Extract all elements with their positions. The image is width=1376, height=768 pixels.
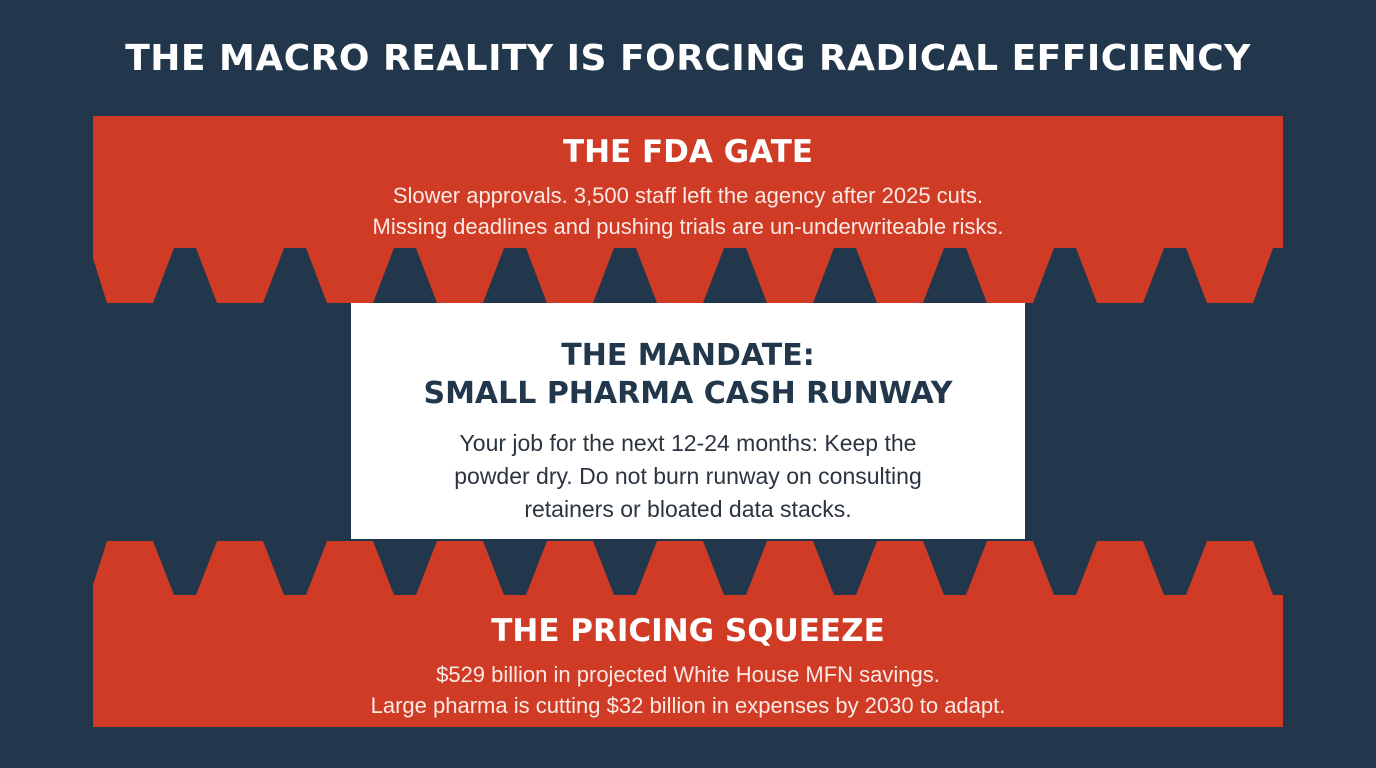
- bottom-band: THE PRICING SQUEEZE $529 billion in proj…: [93, 613, 1283, 721]
- top-band-heading: THE FDA GATE: [562, 134, 814, 170]
- mandate-heading-line: THE MANDATE:: [561, 338, 815, 373]
- mandate-heading: THE MANDATE: SMALL PHARMA CASH RUNWAY: [351, 337, 1025, 413]
- bottom-band-shape: [93, 541, 1283, 727]
- mandate-body-line: Your job for the next 12-24 months: Keep…: [459, 430, 917, 456]
- top-band-shape: [93, 116, 1283, 303]
- top-band-line: Missing deadlines and pushing trials are…: [372, 214, 1004, 239]
- mandate-panel: THE MANDATE: SMALL PHARMA CASH RUNWAY Yo…: [351, 303, 1025, 539]
- mandate-body-line: retainers or bloated data stacks.: [524, 496, 852, 522]
- page-title: THE MACRO REALITY IS FORCING RADICAL EFF…: [125, 38, 1251, 79]
- mandate-body: Your job for the next 12-24 months: Keep…: [408, 427, 968, 526]
- bottom-band-line: Large pharma is cutting $32 billion in e…: [370, 693, 1006, 718]
- mandate-heading-line: SMALL PHARMA CASH RUNWAY: [423, 376, 953, 411]
- bottom-band-heading: THE PRICING SQUEEZE: [491, 613, 885, 649]
- top-band-line: Slower approvals. 3,500 staff left the a…: [392, 183, 984, 208]
- mandate-body-line: powder dry. Do not burn runway on consul…: [454, 463, 922, 489]
- bottom-band-line: $529 billion in projected White House MF…: [436, 662, 940, 687]
- top-band: THE FDA GATE Slower approvals. 3,500 sta…: [93, 134, 1283, 242]
